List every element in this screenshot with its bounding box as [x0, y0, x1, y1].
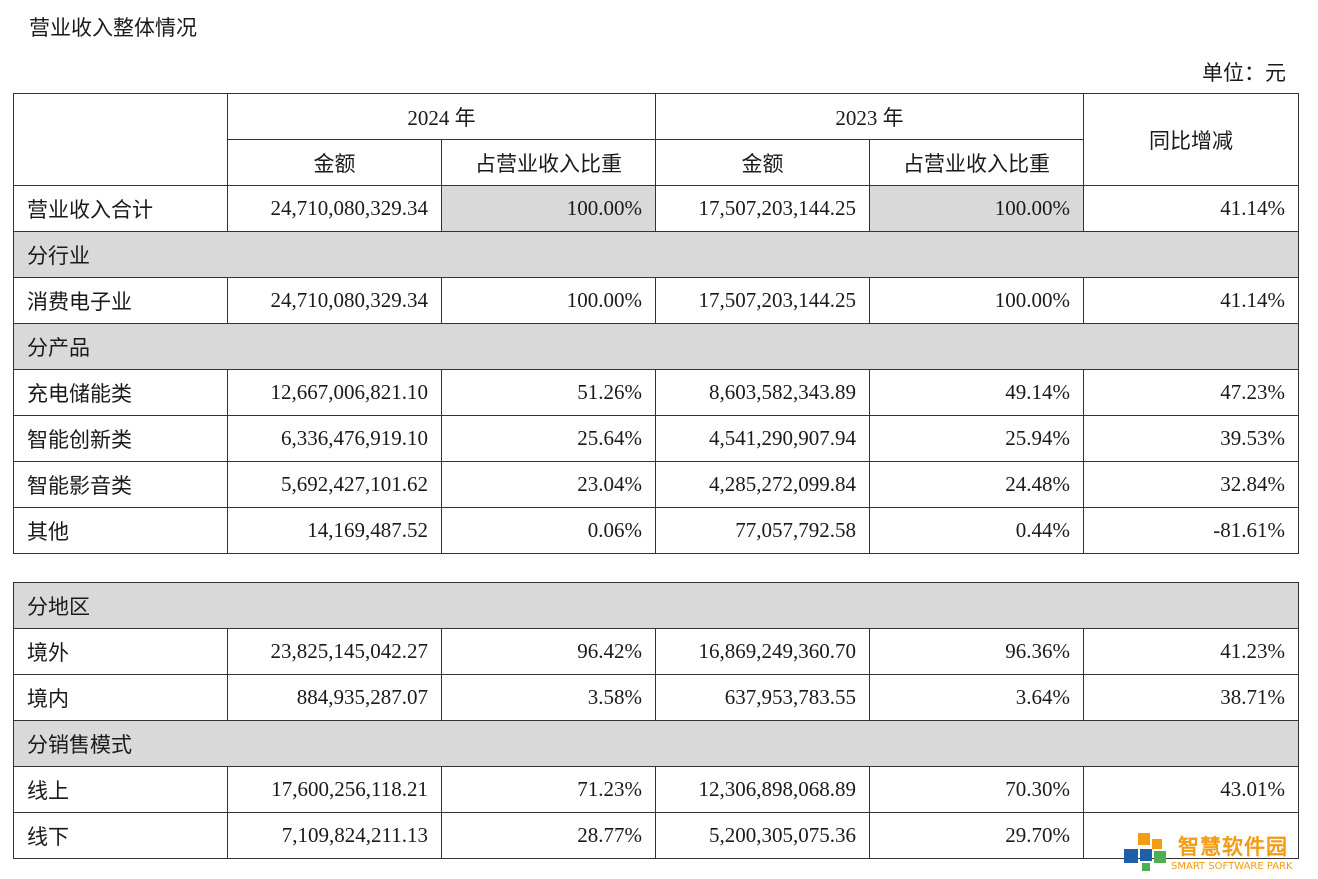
section-row-region: 分地区	[13, 582, 1299, 629]
ratio-2024: 100.00%	[441, 185, 656, 232]
table-row: 线上 17,600,256,118.21 71.23% 12,306,898,0…	[13, 766, 1299, 813]
row-label: 充电储能类	[13, 369, 228, 416]
table-row: 线下 7,109,824,211.13 28.77% 5,200,305,075…	[13, 812, 1299, 859]
header-ratio-2024: 占营业收入比重	[441, 139, 656, 186]
table-row: 境内 884,935,287.07 3.58% 637,953,783.55 3…	[13, 674, 1299, 721]
table-row: 其他 14,169,487.52 0.06% 77,057,792.58 0.4…	[13, 507, 1299, 554]
section-label: 分产品	[13, 323, 1299, 370]
header-row-years: 2024 年 2023 年 同比增减	[13, 93, 1299, 186]
amount-2023: 4,541,290,907.94	[655, 415, 870, 462]
section-row-product: 分产品	[13, 323, 1299, 370]
amount-2024: 884,935,287.07	[227, 674, 442, 721]
amount-2023: 5,200,305,075.36	[655, 812, 870, 859]
amount-2023: 637,953,783.55	[655, 674, 870, 721]
amount-2023: 17,507,203,144.25	[655, 277, 870, 324]
row-label: 智能创新类	[13, 415, 228, 462]
amount-2023: 8,603,582,343.89	[655, 369, 870, 416]
amount-2024: 23,825,145,042.27	[227, 628, 442, 675]
amount-2023: 12,306,898,068.89	[655, 766, 870, 813]
amount-2023: 4,285,272,099.84	[655, 461, 870, 508]
header-amount-2023: 金额	[655, 139, 870, 186]
yoy-change: 32.84%	[1083, 461, 1299, 508]
header-year-2024: 2024 年	[227, 93, 656, 140]
header-year-2023: 2023 年	[655, 93, 1084, 140]
yoy-change: 47.23%	[1083, 369, 1299, 416]
ratio-2023: 70.30%	[869, 766, 1084, 813]
ratio-2024: 71.23%	[441, 766, 656, 813]
header-ratio-2023: 占营业收入比重	[869, 139, 1084, 186]
table-row: 智能影音类 5,692,427,101.62 23.04% 4,285,272,…	[13, 461, 1299, 508]
section-label: 分销售模式	[13, 720, 1299, 767]
ratio-2023: 29.70%	[869, 812, 1084, 859]
ratio-2024: 0.06%	[441, 507, 656, 554]
table-row: 智能创新类 6,336,476,919.10 25.64% 4,541,290,…	[13, 415, 1299, 462]
amount-2024: 24,710,080,329.34	[227, 277, 442, 324]
table-row: 境外 23,825,145,042.27 96.42% 16,869,249,3…	[13, 628, 1299, 675]
header-empty-cell	[13, 93, 228, 186]
ratio-2024: 96.42%	[441, 628, 656, 675]
ratio-2024: 28.77%	[441, 812, 656, 859]
ratio-2024: 51.26%	[441, 369, 656, 416]
section-row-industry: 分行业	[13, 231, 1299, 278]
page-title: 营业收入整体情况	[29, 16, 197, 40]
watermark-subtext: SMART SOFTWARE PARK	[1171, 861, 1293, 872]
amount-2023: 17,507,203,144.25	[655, 185, 870, 232]
row-label: 消费电子业	[13, 277, 228, 324]
row-label: 营业收入合计	[13, 185, 228, 232]
ratio-2024: 100.00%	[441, 277, 656, 324]
amount-2024: 14,169,487.52	[227, 507, 442, 554]
revenue-table-continued: 分地区 境外 23,825,145,042.27 96.42% 16,869,2…	[13, 582, 1299, 859]
watermark-logo: 智慧软件园 SMART SOFTWARE PARK	[1122, 829, 1318, 879]
ratio-2024: 25.64%	[441, 415, 656, 462]
table-row: 消费电子业 24,710,080,329.34 100.00% 17,507,2…	[13, 277, 1299, 324]
watermark-text: 智慧软件园	[1178, 835, 1288, 859]
yoy-change: 43.01%	[1083, 766, 1299, 813]
row-label: 线下	[13, 812, 228, 859]
row-label: 境内	[13, 674, 228, 721]
ratio-2023: 100.00%	[869, 185, 1084, 232]
ratio-2024: 3.58%	[441, 674, 656, 721]
table-row: 充电储能类 12,667,006,821.10 51.26% 8,603,582…	[13, 369, 1299, 416]
unit-label: 单位：元	[1202, 61, 1286, 85]
section-label: 分地区	[13, 582, 1299, 629]
amount-2024: 6,336,476,919.10	[227, 415, 442, 462]
ratio-2023: 100.00%	[869, 277, 1084, 324]
ratio-2023: 0.44%	[869, 507, 1084, 554]
ratio-2024: 23.04%	[441, 461, 656, 508]
ratio-2023: 96.36%	[869, 628, 1084, 675]
amount-2023: 77,057,792.58	[655, 507, 870, 554]
amount-2024: 24,710,080,329.34	[227, 185, 442, 232]
yoy-change: 41.23%	[1083, 628, 1299, 675]
total-row: 营业收入合计 24,710,080,329.34 100.00% 17,507,…	[13, 185, 1299, 232]
row-label: 境外	[13, 628, 228, 675]
yoy-change: -81.61%	[1083, 507, 1299, 554]
amount-2024: 5,692,427,101.62	[227, 461, 442, 508]
amount-2024: 17,600,256,118.21	[227, 766, 442, 813]
row-label: 线上	[13, 766, 228, 813]
row-label: 其他	[13, 507, 228, 554]
logo-squares-icon	[1122, 833, 1170, 873]
yoy-change: 41.14%	[1083, 185, 1299, 232]
ratio-2023: 49.14%	[869, 369, 1084, 416]
yoy-change: 41.14%	[1083, 277, 1299, 324]
yoy-change	[1083, 812, 1299, 859]
row-label: 智能影音类	[13, 461, 228, 508]
yoy-change: 38.71%	[1083, 674, 1299, 721]
section-row-sales-mode: 分销售模式	[13, 720, 1299, 767]
header-amount-2024: 金额	[227, 139, 442, 186]
section-label: 分行业	[13, 231, 1299, 278]
ratio-2023: 3.64%	[869, 674, 1084, 721]
revenue-table: 2024 年 2023 年 同比增减 金额 占营业收入比重 金额 占营业收入比重…	[13, 93, 1299, 554]
ratio-2023: 25.94%	[869, 415, 1084, 462]
amount-2023: 16,869,249,360.70	[655, 628, 870, 675]
header-yoy: 同比增减	[1083, 93, 1299, 186]
yoy-change: 39.53%	[1083, 415, 1299, 462]
amount-2024: 7,109,824,211.13	[227, 812, 442, 859]
amount-2024: 12,667,006,821.10	[227, 369, 442, 416]
ratio-2023: 24.48%	[869, 461, 1084, 508]
